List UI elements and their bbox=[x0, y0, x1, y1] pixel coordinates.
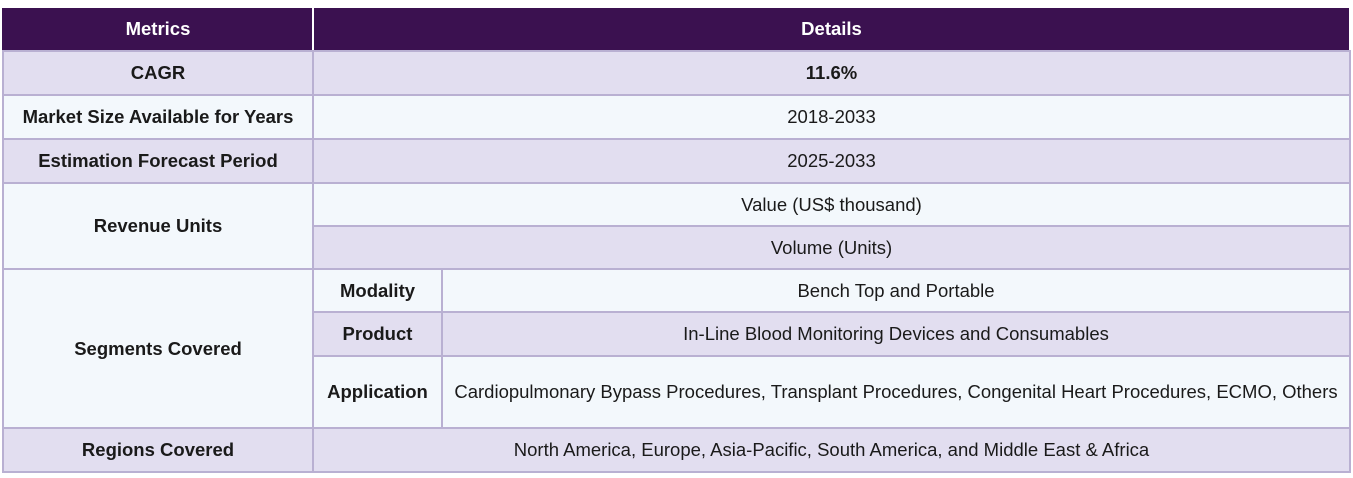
table-row-cagr: CAGR 11.6% bbox=[2, 50, 1352, 96]
cagr-value: 11.6% bbox=[311, 50, 1352, 96]
segment-value-application: Cardiopulmonary Bypass Procedures, Trans… bbox=[440, 355, 1352, 429]
table-row-revenue-units-volume: Volume (Units) bbox=[3, 225, 1352, 270]
segments-label: Segments Covered bbox=[2, 268, 314, 429]
table-row-forecast: Estimation Forecast Period 2025-2033 bbox=[2, 138, 1352, 184]
segment-name-product: Product bbox=[312, 311, 443, 357]
forecast-label: Estimation Forecast Period bbox=[2, 138, 314, 184]
header-row: Metrics Details bbox=[2, 6, 1352, 52]
market-size-label: Market Size Available for Years bbox=[2, 94, 314, 140]
regions-value: North America, Europe, Asia-Pacific, Sou… bbox=[311, 427, 1352, 473]
table-row-market-size: Market Size Available for Years 2018-203… bbox=[2, 94, 1352, 140]
header-metrics: Metrics bbox=[2, 6, 314, 52]
segment-value-product: In-Line Blood Monitoring Devices and Con… bbox=[440, 311, 1352, 357]
table-row-regions: Regions Covered North America, Europe, A… bbox=[2, 427, 1352, 473]
table-row-revenue-units: Revenue Units Value (US$ thousand) bbox=[2, 182, 1352, 270]
forecast-value: 2025-2033 bbox=[311, 138, 1352, 184]
segment-value-modality: Bench Top and Portable bbox=[440, 268, 1352, 313]
table-row-segment-application: Application Cardiopulmonary Bypass Proce… bbox=[3, 355, 1352, 429]
revenue-units-value: Value (US$ thousand) bbox=[311, 182, 1352, 227]
market-size-value: 2018-2033 bbox=[311, 94, 1352, 140]
market-report-table: Metrics Details CAGR 11.6% Market Size A… bbox=[2, 6, 1352, 473]
revenue-units-volume: Volume (Units) bbox=[311, 225, 1352, 270]
table-row-segment-modality: Segments Covered Modality Bench Top and … bbox=[2, 268, 1352, 429]
table-row-segment-product: Product In-Line Blood Monitoring Devices… bbox=[3, 311, 1352, 357]
header-details: Details bbox=[311, 6, 1352, 52]
regions-label: Regions Covered bbox=[2, 427, 314, 473]
segment-name-modality: Modality bbox=[312, 268, 443, 313]
revenue-units-label: Revenue Units bbox=[2, 182, 314, 270]
segment-name-application: Application bbox=[312, 355, 443, 429]
cagr-label: CAGR bbox=[2, 50, 314, 96]
